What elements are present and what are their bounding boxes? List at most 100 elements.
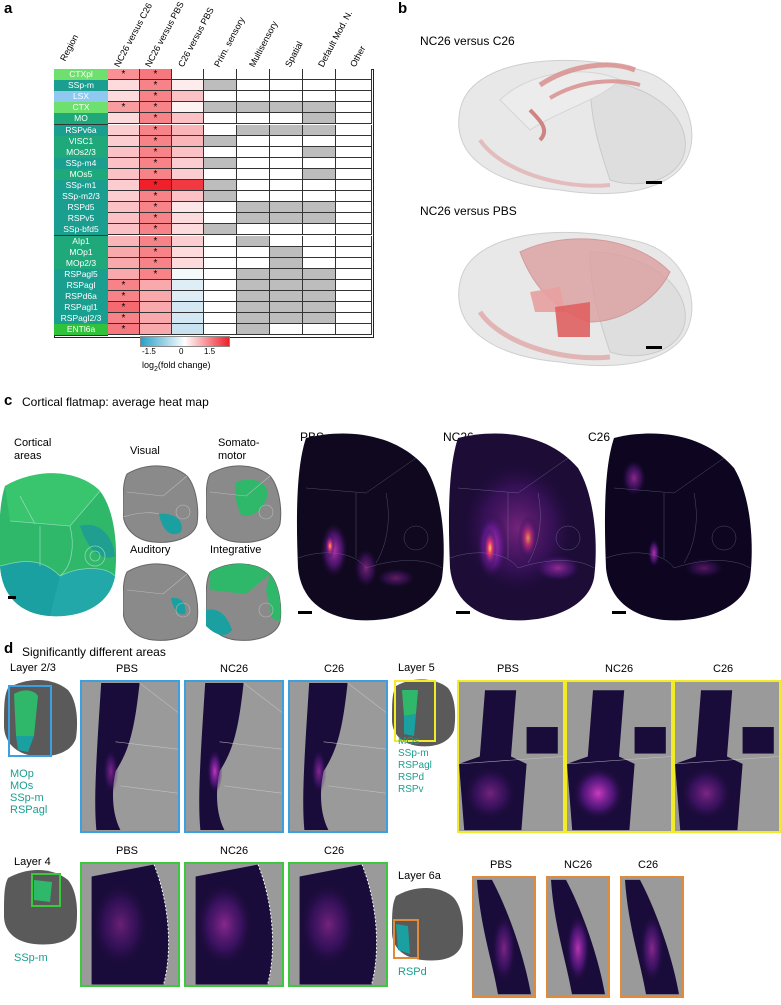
category-cell xyxy=(270,279,303,291)
category-cell xyxy=(303,146,336,158)
significance-star: * xyxy=(153,168,158,180)
region-heatmap xyxy=(457,680,565,833)
area-name: RSPd xyxy=(398,772,425,783)
fold-change-cell xyxy=(172,202,204,214)
significance-star: * xyxy=(121,291,126,302)
category-cell xyxy=(270,146,303,158)
category-cell xyxy=(303,291,336,303)
category-cell xyxy=(303,257,336,269)
category-cell xyxy=(270,246,303,258)
category-cell xyxy=(204,102,237,114)
significance-star: * xyxy=(153,157,158,169)
fold-change-cell: * xyxy=(108,324,140,336)
category-cell xyxy=(237,279,270,291)
fold-change-cell xyxy=(108,157,140,169)
category-cell xyxy=(270,113,303,125)
brain-3d-1 xyxy=(458,59,693,195)
fold-change-cell xyxy=(172,146,204,158)
colorbar-tick-pos: 1.5 xyxy=(204,347,216,356)
area-name: MOp xyxy=(10,768,34,780)
fold-change-cell xyxy=(108,202,140,214)
heatmap-c26 xyxy=(604,433,752,621)
category-cell xyxy=(270,135,303,147)
category-cell xyxy=(336,246,372,258)
panel-a-letter: a xyxy=(4,0,13,17)
significance-star: * xyxy=(153,213,158,225)
category-cell xyxy=(303,69,336,81)
fold-change-cell: * xyxy=(108,313,140,325)
fold-change-cell: * xyxy=(108,291,140,303)
region-heatmap xyxy=(472,876,536,998)
fold-change-cell xyxy=(140,324,172,336)
area-name: RSPagl xyxy=(398,760,432,771)
significance-star: * xyxy=(153,257,158,269)
fold-change-cell xyxy=(172,246,204,258)
area-name: RSPagl xyxy=(10,804,48,816)
area-name: RSPd xyxy=(398,966,427,978)
category-cell xyxy=(336,291,372,303)
fold-change-cell xyxy=(172,135,204,147)
fold-change-cell xyxy=(108,224,140,236)
layer23-locator-map xyxy=(4,679,78,757)
fold-change-cell xyxy=(172,235,204,247)
region-heatmap xyxy=(80,862,180,987)
layer6a-area-list: RSPd xyxy=(398,966,427,978)
fold-change-cell: * xyxy=(140,246,172,258)
category-cell xyxy=(237,302,270,314)
fold-change-cell xyxy=(108,257,140,269)
category-cell xyxy=(237,202,270,214)
category-cell xyxy=(336,313,372,325)
region-heatmap xyxy=(620,876,684,998)
fold-change-cell xyxy=(172,268,204,280)
category-cell xyxy=(204,268,237,280)
layer4-label: Layer 4 xyxy=(14,856,51,868)
fold-change-cell xyxy=(172,80,204,92)
column-header-2: C26 versus PBS xyxy=(176,5,216,69)
category-cell xyxy=(336,102,372,114)
category-cell xyxy=(204,135,237,147)
fold-change-cell: * xyxy=(140,124,172,136)
category-cell xyxy=(237,146,270,158)
column-header-5: Spatial xyxy=(283,39,305,69)
category-cell xyxy=(336,235,372,247)
category-cell xyxy=(303,157,336,169)
colorbar-tick-zero: 0 xyxy=(179,347,184,356)
significance-star: * xyxy=(153,80,158,92)
fold-change-cell xyxy=(172,279,204,291)
category-cell xyxy=(303,246,336,258)
category-cell xyxy=(270,291,303,303)
category-cell xyxy=(237,180,270,192)
category-cell xyxy=(303,80,336,92)
category-cell xyxy=(303,91,336,103)
category-cell xyxy=(336,268,372,280)
fold-change-cell xyxy=(108,135,140,147)
layer5-area-list: MOs SSp-m RSPagl RSPd RSPv xyxy=(398,736,432,796)
category-cell xyxy=(237,313,270,325)
category-cell xyxy=(336,157,372,169)
category-cell xyxy=(270,235,303,247)
layer23-label: Layer 2/3 xyxy=(10,662,56,674)
category-cell xyxy=(237,113,270,125)
auditory-map xyxy=(123,563,199,641)
brain-3d-2 xyxy=(458,231,693,367)
fold-change-cell: * xyxy=(140,268,172,280)
map-title: PBS xyxy=(116,845,139,857)
heatmap-pbs xyxy=(296,433,444,621)
integrative-label: Integrative xyxy=(210,544,262,556)
column-header-6: Default Mod. N. xyxy=(316,8,355,69)
category-cell xyxy=(336,69,372,81)
category-cell xyxy=(270,224,303,236)
layer4-area-list: SSp-m xyxy=(14,952,48,964)
category-cell xyxy=(336,168,372,180)
category-cell xyxy=(237,80,270,92)
fold-change-cell: * xyxy=(140,146,172,158)
category-cell xyxy=(303,224,336,236)
fold-change-cell: * xyxy=(108,69,140,81)
region-heatmap xyxy=(184,680,284,833)
category-cell xyxy=(303,202,336,214)
category-cell xyxy=(303,302,336,314)
category-cell xyxy=(270,324,303,336)
column-header-7: Other xyxy=(348,44,368,69)
panel-d-letter: d xyxy=(4,640,14,657)
category-cell xyxy=(270,213,303,225)
